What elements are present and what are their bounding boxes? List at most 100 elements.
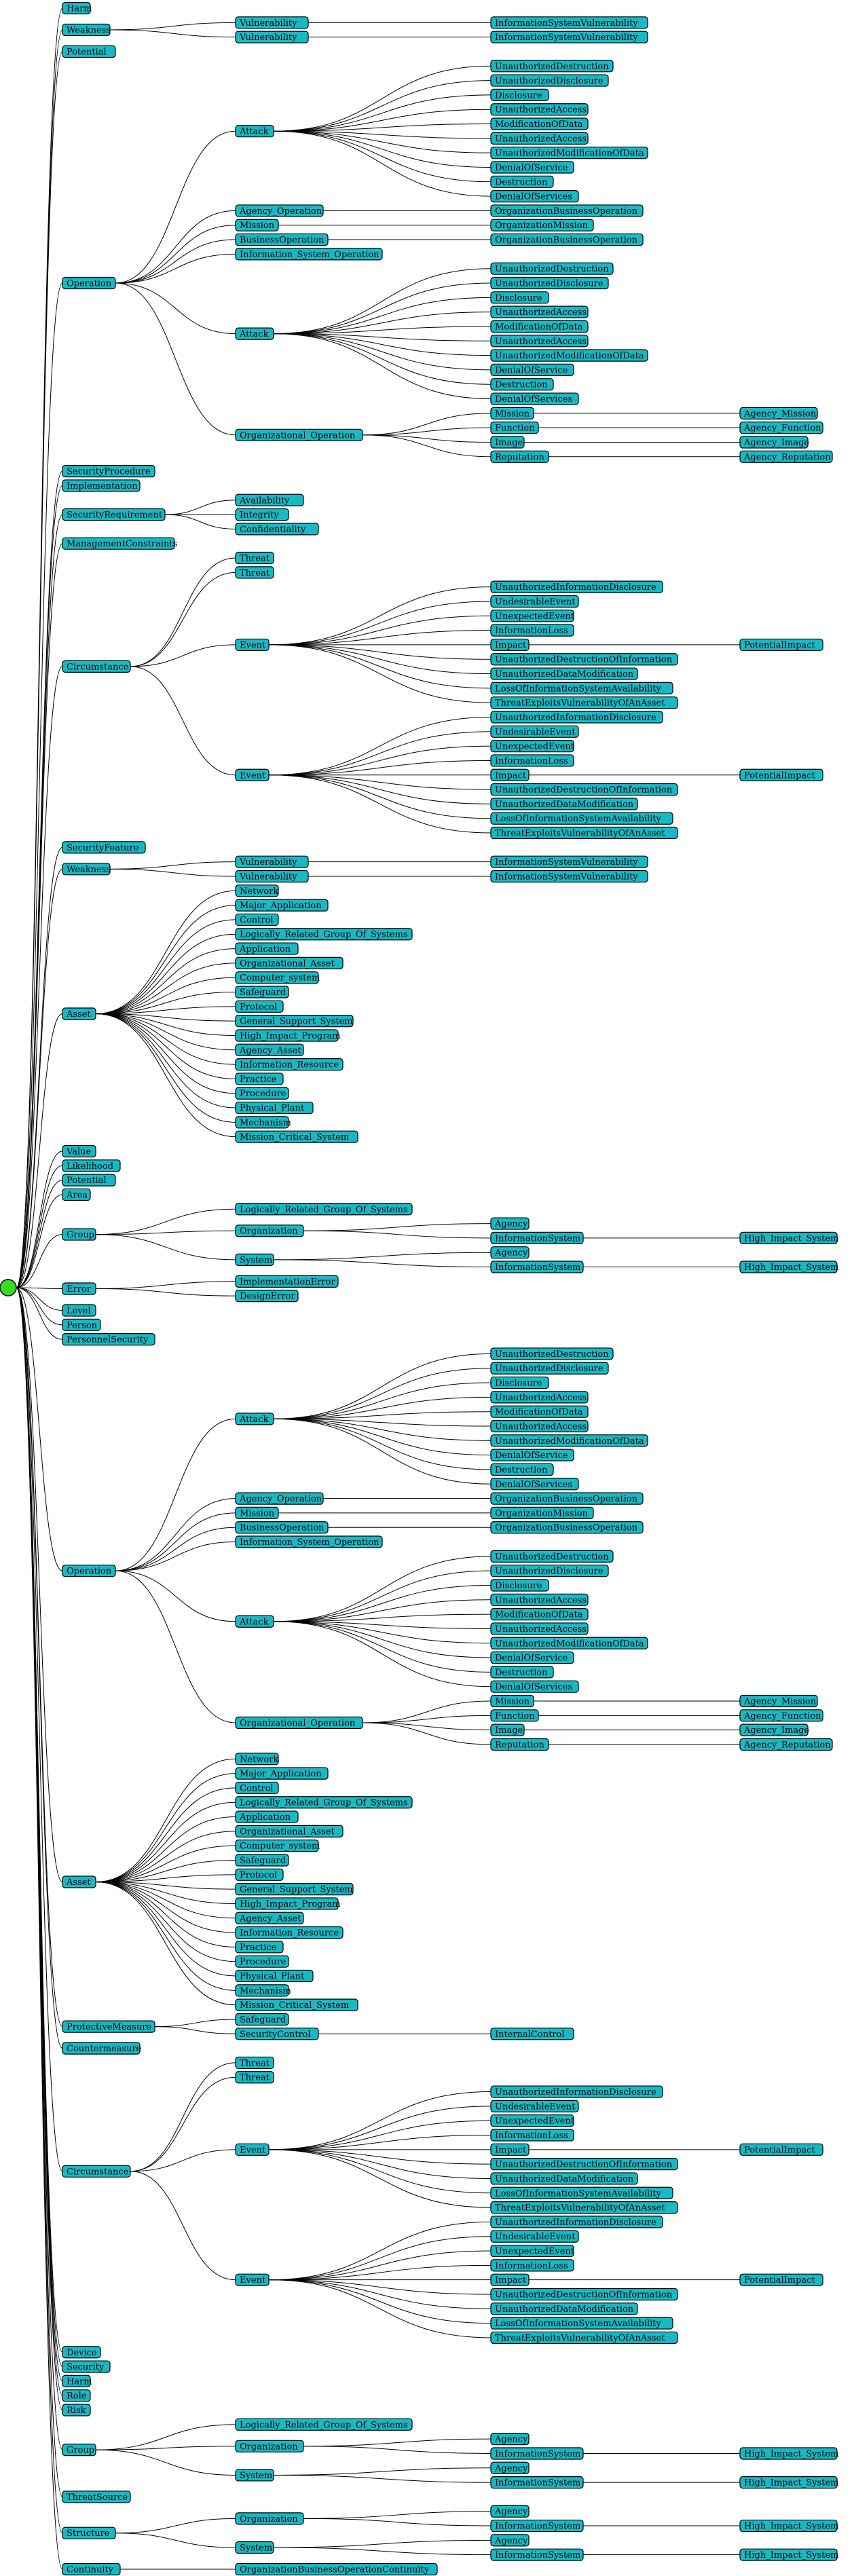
node-event[interactable]: Event (235, 2143, 270, 2156)
node-information-system[interactable]: InformationSystem (490, 1231, 584, 1244)
node-unexpected-event[interactable]: UnexpectedEvent (490, 2114, 575, 2127)
node-loss-of-information-system-availability[interactable]: LossOfInformationSystemAvailability (490, 2186, 673, 2199)
node-denial-of-service[interactable]: DenialOfService (490, 1651, 574, 1664)
node-role[interactable]: Role (62, 2389, 91, 2402)
node-system[interactable]: System (235, 1253, 274, 1266)
node-denial-of-service[interactable]: DenialOfService (490, 161, 574, 174)
node-modification-of-data[interactable]: ModificationOfData (490, 1405, 589, 1418)
node-unauthorized-data-modification[interactable]: UnauthorizedDataModification (490, 798, 638, 810)
node-major-application[interactable]: Major_Application (235, 1767, 329, 1780)
node-security-procedure[interactable]: SecurityProcedure (62, 465, 155, 478)
node-security-requirement[interactable]: SecurityRequirement (62, 508, 166, 521)
node-potential-impact[interactable]: PotentialImpact (739, 2273, 823, 2286)
node-organizational-asset[interactable]: Organizational_Asset (235, 956, 344, 969)
node-agency[interactable]: Agency (490, 2505, 530, 2518)
node-system[interactable]: System (235, 2469, 274, 2482)
node-unauthorized-disclosure[interactable]: UnauthorizedDisclosure (490, 74, 609, 87)
node-unauthorized-information-disclosure[interactable]: UnauthorizedInformationDisclosure (490, 580, 663, 593)
node-vulnerability[interactable]: Vulnerability (235, 16, 309, 29)
node-threat-exploits-vulnerability-of-an-asset[interactable]: ThreatExploitsVulnerabilityOfAnAsset (490, 826, 678, 840)
node-unauthorized-access[interactable]: UnauthorizedAccess (490, 132, 589, 145)
node-high-impact-system[interactable]: High_Impact_System (739, 1261, 838, 1273)
node-level[interactable]: Level (62, 1304, 96, 1317)
node-organization-business-operation[interactable]: OrganizationBusinessOperation (490, 204, 644, 217)
node-organization-mission[interactable]: OrganizationMission (490, 219, 594, 231)
node-mechanism[interactable]: Mechanism (235, 1984, 291, 1997)
node-threat[interactable]: Threat (235, 2056, 274, 2070)
node-unexpected-event[interactable]: UnexpectedEvent (490, 2244, 575, 2258)
node-logically-related-group-of-systems[interactable]: Logically_Related_Group_Of_Systems (235, 928, 413, 941)
node-information-system-vulnerability[interactable]: InformationSystemVulnerability (490, 855, 648, 868)
node-asset[interactable]: Asset (62, 1007, 96, 1020)
node-implementation-error[interactable]: ImplementationError (235, 1275, 339, 1288)
node-unauthorized-data-modification[interactable]: UnauthorizedDataModification (490, 2172, 638, 2185)
node-function[interactable]: Function (490, 1709, 539, 1722)
node-safeguard[interactable]: Safeguard (235, 2013, 289, 2026)
node-unauthorized-destruction-of-information[interactable]: UnauthorizedDestructionOfInformation (490, 2158, 678, 2171)
node-organization-business-operation-continuity[interactable]: OrganizationBusinessOperationContinuity (235, 2562, 438, 2576)
node-agency-operation[interactable]: Agency_Operation (235, 1492, 324, 1505)
node-physical-plant[interactable]: Physical_Plant (235, 1969, 314, 1983)
node-information-resource[interactable]: Information_Resource (235, 1058, 344, 1071)
node-security-feature[interactable]: SecurityFeature (62, 841, 146, 854)
node-harm[interactable]: Harm (62, 2374, 92, 2387)
node-information-system-operation[interactable]: Information_System_Operation (235, 1535, 383, 1548)
node-undesirable-event[interactable]: UndesirableEvent (490, 2099, 579, 2112)
node-likelihood[interactable]: Likelihood (62, 1159, 121, 1172)
node-loss-of-information-system-availability[interactable]: LossOfInformationSystemAvailability (490, 812, 673, 825)
node-information-system[interactable]: InformationSystem (490, 2519, 584, 2533)
node-impact[interactable]: Impact (490, 2143, 530, 2156)
node-practice[interactable]: Practice (235, 1941, 284, 1954)
node-threat-source[interactable]: ThreatSource (62, 2490, 131, 2503)
node-threat[interactable]: Threat (235, 566, 274, 579)
node-physical-plant[interactable]: Physical_Plant (235, 1101, 314, 1115)
node-information-loss[interactable]: InformationLoss (490, 2259, 574, 2272)
node-asset[interactable]: Asset (62, 1875, 96, 1888)
node-organizational-operation[interactable]: Organizational_Operation (235, 428, 363, 441)
node-mission[interactable]: Mission (235, 1506, 279, 1520)
node-image[interactable]: Image (490, 1723, 525, 1736)
node-mission[interactable]: Mission (490, 1694, 534, 1708)
node-unexpected-event[interactable]: UnexpectedEvent (490, 610, 575, 622)
node-security[interactable]: Security (62, 2360, 111, 2373)
node-information-system-vulnerability[interactable]: InformationSystemVulnerability (490, 31, 648, 43)
node-impact[interactable]: Impact (490, 768, 530, 781)
node-information-system[interactable]: InformationSystem (490, 2548, 584, 2561)
node-security-control[interactable]: SecurityControl (235, 2028, 319, 2040)
node-mission-critical-system[interactable]: Mission_Critical_System (235, 1130, 358, 1143)
node-high-impact-system[interactable]: High_Impact_System (739, 2447, 838, 2460)
node-safeguard[interactable]: Safeguard (235, 986, 289, 998)
node-protocol[interactable]: Protocol (235, 1000, 284, 1013)
node-undesirable-event[interactable]: UndesirableEvent (490, 725, 579, 738)
node-availability[interactable]: Availability (235, 493, 304, 506)
node-threat-exploits-vulnerability-of-an-asset[interactable]: ThreatExploitsVulnerabilityOfAnAsset (490, 2331, 678, 2345)
node-unauthorized-modification-of-data[interactable]: UnauthorizedModificationOfData (490, 1637, 648, 1649)
node-control[interactable]: Control (235, 913, 279, 927)
node-high-impact-program[interactable]: High_Impact_Program (235, 1029, 341, 1042)
node-unexpected-event[interactable]: UnexpectedEvent (490, 740, 575, 753)
node-disclosure[interactable]: Disclosure (490, 1579, 549, 1592)
node-unauthorized-destruction[interactable]: UnauthorizedDestruction (490, 262, 614, 275)
node-management-constraints[interactable]: ManagementConstraints (62, 537, 177, 550)
node-agency[interactable]: Agency (490, 2534, 530, 2547)
node-information-system[interactable]: InformationSystem (490, 2476, 584, 2489)
node-agency-mission[interactable]: Agency_Mission (739, 407, 818, 419)
node-operation[interactable]: Operation (62, 276, 116, 290)
node-operation[interactable]: Operation (62, 1565, 116, 1578)
node-organization-business-operation[interactable]: OrganizationBusinessOperation (490, 233, 644, 246)
node-weakness[interactable]: Weakness (62, 23, 111, 37)
node-agency-function[interactable]: Agency_Function (739, 422, 823, 434)
node-destruction[interactable]: Destruction (490, 378, 554, 391)
node-denial-of-service[interactable]: DenialOfService (490, 363, 574, 377)
node-loss-of-information-system-availability[interactable]: LossOfInformationSystemAvailability (490, 682, 673, 694)
node-unauthorized-information-disclosure[interactable]: UnauthorizedInformationDisclosure (490, 711, 663, 724)
node-potential[interactable]: Potential (62, 45, 116, 58)
node-continuity[interactable]: Continuity (62, 2562, 121, 2576)
node-threat-exploits-vulnerability-of-an-asset[interactable]: ThreatExploitsVulnerabilityOfAnAsset (490, 696, 678, 709)
node-structure[interactable]: Structure (62, 2526, 116, 2539)
node-unauthorized-information-disclosure[interactable]: UnauthorizedInformationDisclosure (490, 2216, 663, 2228)
node-organization-business-operation[interactable]: OrganizationBusinessOperation (490, 1492, 644, 1505)
node-business-operation[interactable]: BusinessOperation (235, 1521, 329, 1534)
node-unauthorized-access[interactable]: UnauthorizedAccess (490, 1391, 589, 1404)
node-potential-impact[interactable]: PotentialImpact (739, 638, 823, 652)
